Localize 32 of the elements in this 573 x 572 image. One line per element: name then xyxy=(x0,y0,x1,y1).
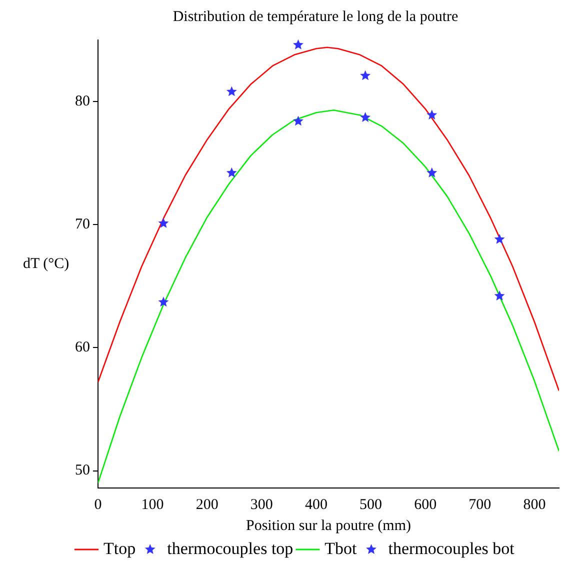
x-tick-label: 400 xyxy=(304,496,328,513)
x-axis-title: Position sur la poutre (mm) xyxy=(246,518,411,534)
y-tick-label: 70 xyxy=(75,216,90,233)
point xyxy=(226,86,237,96)
x-tick-label: 800 xyxy=(523,496,546,513)
y-axis-title: dT (°C) xyxy=(22,256,70,272)
x-tick-label: 700 xyxy=(468,496,492,513)
point xyxy=(494,234,505,244)
y-tick-label: 60 xyxy=(75,340,90,356)
chart-title: Distribution de température le long de la poutre xyxy=(172,8,458,25)
point xyxy=(292,39,304,50)
legend-label: thermocouples bot xyxy=(388,538,515,558)
legend-label: Tbot xyxy=(324,538,358,558)
point xyxy=(360,70,371,80)
point xyxy=(292,116,304,126)
point xyxy=(360,112,371,122)
y-tick-label: 80 xyxy=(75,93,90,110)
x-tick-label: 600 xyxy=(414,496,437,513)
y-tick-label: 50 xyxy=(75,462,90,479)
point xyxy=(426,167,438,178)
x-tick-label: 500 xyxy=(360,496,382,513)
point xyxy=(494,290,505,300)
x-tick-label: 200 xyxy=(196,496,218,513)
point xyxy=(426,110,438,120)
legend-label: thermocouples top xyxy=(167,538,294,558)
x-tick-label: 300 xyxy=(250,496,273,513)
point xyxy=(158,218,169,228)
point xyxy=(158,296,169,307)
point xyxy=(226,167,237,178)
x-tick-label: 0 xyxy=(94,496,102,513)
x-tick-label: 100 xyxy=(141,496,164,513)
legend-label: Ttop xyxy=(104,538,136,558)
